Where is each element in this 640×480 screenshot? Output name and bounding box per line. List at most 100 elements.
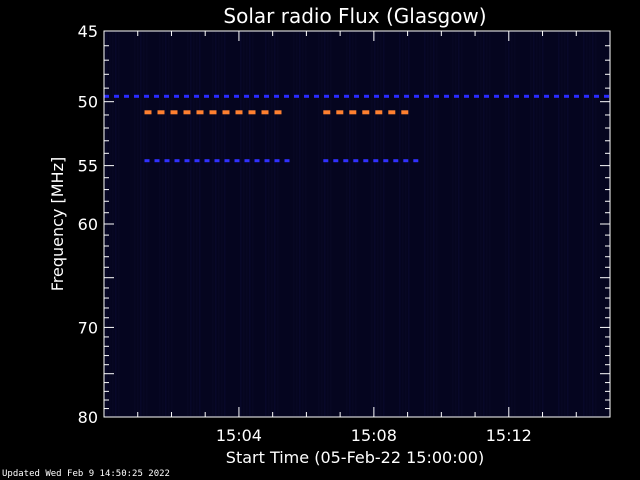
emission-band-segment [144,110,152,115]
noise-texture [140,32,142,416]
emission-band-segment [343,159,349,163]
emission-band-segment [184,159,190,163]
emission-band-segment [362,110,370,115]
noise-texture [589,32,591,416]
noise-texture [371,32,373,416]
emission-band-segment [564,94,569,98]
x-tick-label: 15:12 [486,426,532,445]
noise-texture [274,32,276,416]
emission-band-segment [363,159,369,163]
emission-band-segment [364,94,369,98]
noise-texture [458,32,460,416]
noise-texture [221,32,223,416]
emission-band-segment [222,110,230,115]
noise-texture [330,32,332,416]
noise-texture [455,32,457,416]
emission-band-segment [524,94,529,98]
emission-band-segment [157,110,165,115]
emission-band-segment [324,94,329,98]
emission-band-segment [264,94,269,98]
emission-band-segment [374,94,379,98]
emission-band-segment [224,159,230,163]
emission-band-segment [594,94,599,98]
noise-texture [380,32,382,416]
emission-band-segment [574,94,579,98]
noise-texture [536,32,538,416]
emission-band-segment [294,94,299,98]
emission-band-segment [334,94,339,98]
emission-band-segment [384,94,389,98]
noise-texture [171,32,173,416]
noise-texture [558,32,560,416]
emission-band-segment [373,159,379,163]
emission-band-segment [274,159,280,163]
noise-texture [402,32,404,416]
emission-band-segment [554,94,559,98]
plot-area [104,31,610,417]
noise-texture [564,32,566,416]
x-tick-label: 15:04 [216,426,262,445]
noise-texture [321,32,323,416]
emission-band-segment [504,94,509,98]
y-tick-label: 50 [78,93,98,112]
noise-texture [246,32,248,416]
emission-band-segment [124,94,129,98]
noise-texture [586,32,588,416]
y-tick-label: 80 [78,408,98,427]
emission-band-segment [393,159,399,163]
noise-texture [461,32,463,416]
noise-texture [134,32,136,416]
noise-texture [165,32,167,416]
emission-band-segment [235,110,243,115]
noise-texture [377,32,379,416]
noise-texture [277,32,279,416]
emission-band-segment [184,94,189,98]
emission-band-segment [414,94,419,98]
noise-texture [533,32,535,416]
noise-texture [190,32,192,416]
emission-band-segment [154,159,160,163]
emission-band-segment [174,159,180,163]
noise-texture [561,32,563,416]
emission-band-segment [234,159,240,163]
noise-texture [480,32,482,416]
noise-texture [349,32,351,416]
noise-texture [299,32,301,416]
noise-texture [352,32,354,416]
emission-band-segment [234,94,239,98]
emission-band-segment [383,159,389,163]
emission-band-segment [104,94,109,98]
emission-band-segment [401,110,409,115]
noise-texture [249,32,251,416]
noise-texture [215,32,217,416]
noise-texture [511,32,513,416]
emission-band-segment [209,110,217,115]
x-axis: 15:04 15:08 15:12 [137,31,577,445]
noise-texture [433,32,435,416]
noise-texture [399,32,401,416]
noise-texture [196,32,198,416]
emission-band-segment [224,94,229,98]
emission-band-segment [514,94,519,98]
emission-band-segment [464,94,469,98]
emission-band-segment [333,159,339,163]
chart-title: Solar radio Flux (Glasgow) [223,4,486,28]
noise-texture [187,32,189,416]
emission-band-segment [274,110,282,115]
emission-band-segment [354,94,359,98]
emission-band-segment [144,94,149,98]
emission-band-segment [174,94,179,98]
emission-band-segment [284,159,290,163]
emission-band-segment [388,110,396,115]
noise-texture [430,32,432,416]
noise-texture [293,32,295,416]
noise-texture [265,32,267,416]
noise-texture [146,32,148,416]
emission-band-segment [314,94,319,98]
emission-band-segment [353,159,359,163]
emission-band-segment [323,159,329,163]
emission-band-segment [244,159,250,163]
noise-texture [159,32,161,416]
y-tick-label: 55 [78,157,98,176]
emission-band-segment [196,110,204,115]
